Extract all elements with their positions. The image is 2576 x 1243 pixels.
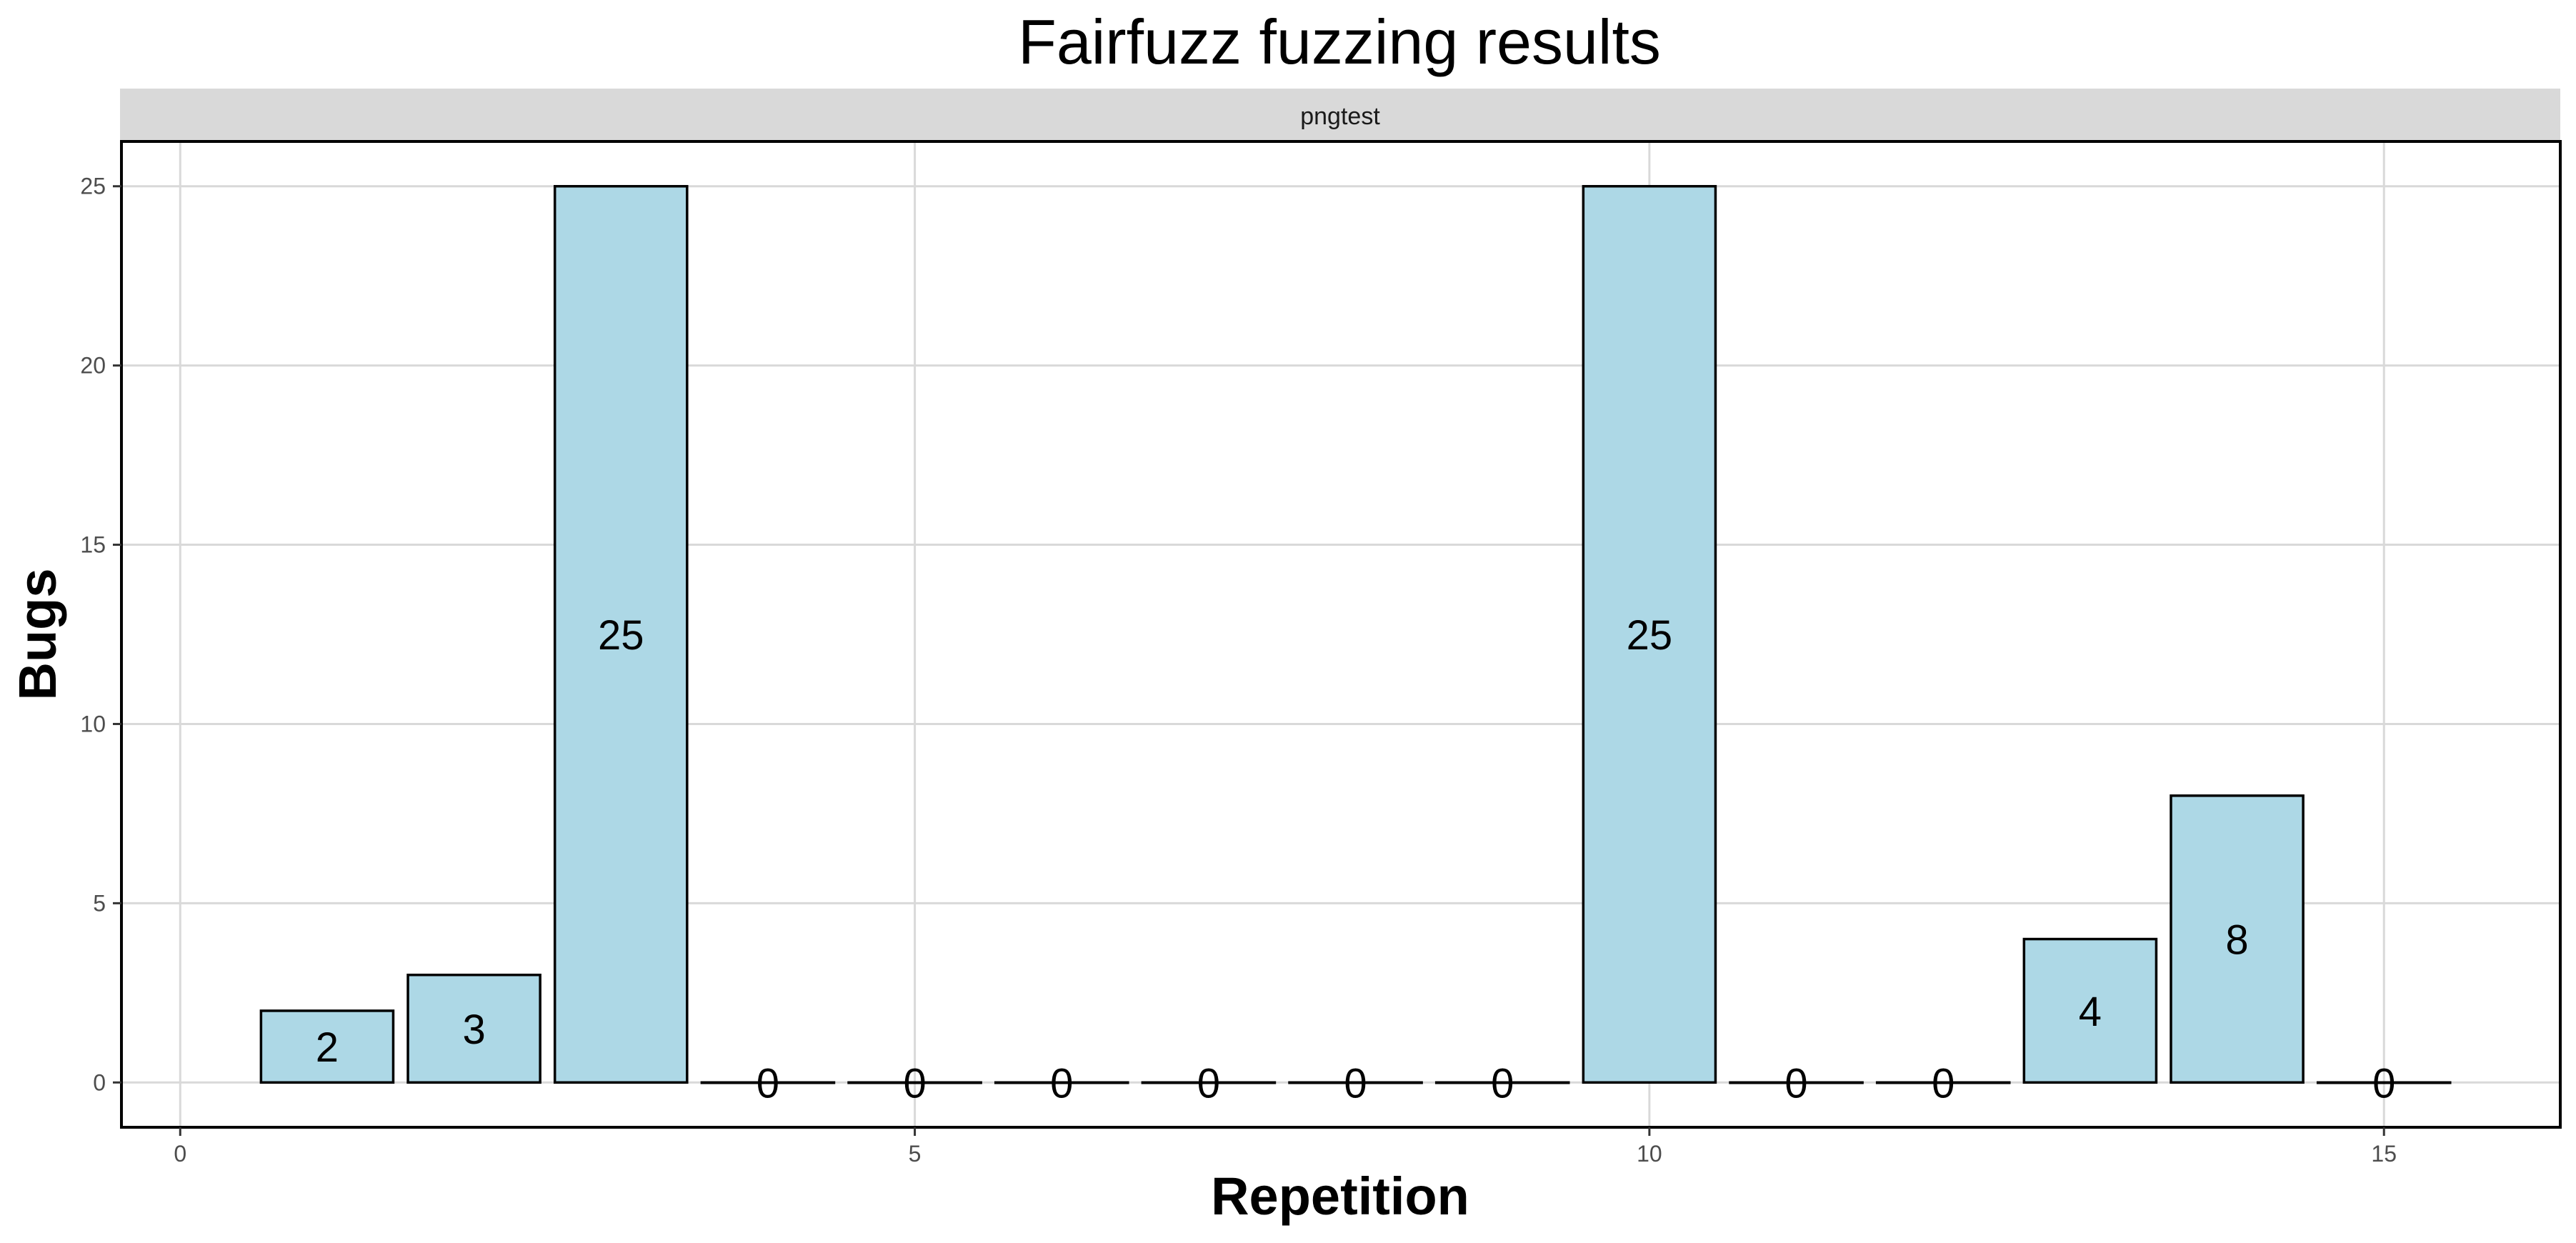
bar <box>847 1081 982 1084</box>
y-axis-title: Bugs <box>8 569 67 701</box>
bar <box>2022 937 2158 1084</box>
bar <box>2170 794 2305 1084</box>
bar <box>2316 1081 2452 1084</box>
chart-title: Fairfuzz fuzzing results <box>1018 6 1661 77</box>
bar-value-label: 0 <box>1932 1060 1955 1107</box>
bar-value-label: 0 <box>903 1060 926 1107</box>
bar-value-label: 25 <box>598 612 644 659</box>
bar-value-label: 8 <box>2225 917 2248 964</box>
panel-border <box>120 140 2562 1129</box>
y-tick-label: 5 <box>93 890 106 916</box>
bar <box>700 1081 836 1084</box>
y-tick-label: 25 <box>80 174 106 199</box>
bar <box>1875 1081 2011 1084</box>
bar-value-label: 0 <box>1050 1060 1073 1107</box>
y-tick-label: 0 <box>93 1069 106 1095</box>
bar-value-label: 0 <box>1784 1060 1807 1107</box>
bar <box>1729 1081 1864 1084</box>
x-tick-label: 15 <box>2371 1141 2397 1167</box>
bar-value-label: 25 <box>1627 612 1673 659</box>
bar <box>1288 1081 1423 1084</box>
x-tick-label: 5 <box>909 1141 922 1167</box>
bar-value-label: 0 <box>1344 1060 1367 1107</box>
bar <box>259 1009 395 1084</box>
bar-value-label: 0 <box>1491 1060 1514 1107</box>
bar <box>1582 184 1717 1084</box>
bar <box>406 973 541 1084</box>
bar <box>1434 1081 1570 1084</box>
x-tick-label: 10 <box>1637 1141 1662 1167</box>
bar-value-label: 0 <box>2372 1060 2395 1107</box>
bar-value-label: 0 <box>1197 1060 1220 1107</box>
y-tick-label: 15 <box>80 532 106 558</box>
bar-value-label: 4 <box>2079 989 2102 1035</box>
bar-value-label: 2 <box>316 1024 339 1071</box>
bar-value-label: 0 <box>757 1060 779 1107</box>
bar <box>994 1081 1129 1084</box>
bar-value-label: 3 <box>462 1007 485 1053</box>
bar <box>1141 1081 1277 1084</box>
bar <box>553 184 689 1084</box>
y-tick-label: 10 <box>80 711 106 737</box>
facet-strip-label: pngtest <box>1300 103 1380 130</box>
bars: 2 3 25 0 0 0 0 0 0 25 0 0 4 8 0 <box>259 184 2452 1107</box>
y-tick-label: 20 <box>80 353 106 379</box>
x-tick-label: 0 <box>174 1141 186 1167</box>
x-axis-title: Repetition <box>1211 1167 1469 1226</box>
facet-strip <box>120 89 2560 140</box>
